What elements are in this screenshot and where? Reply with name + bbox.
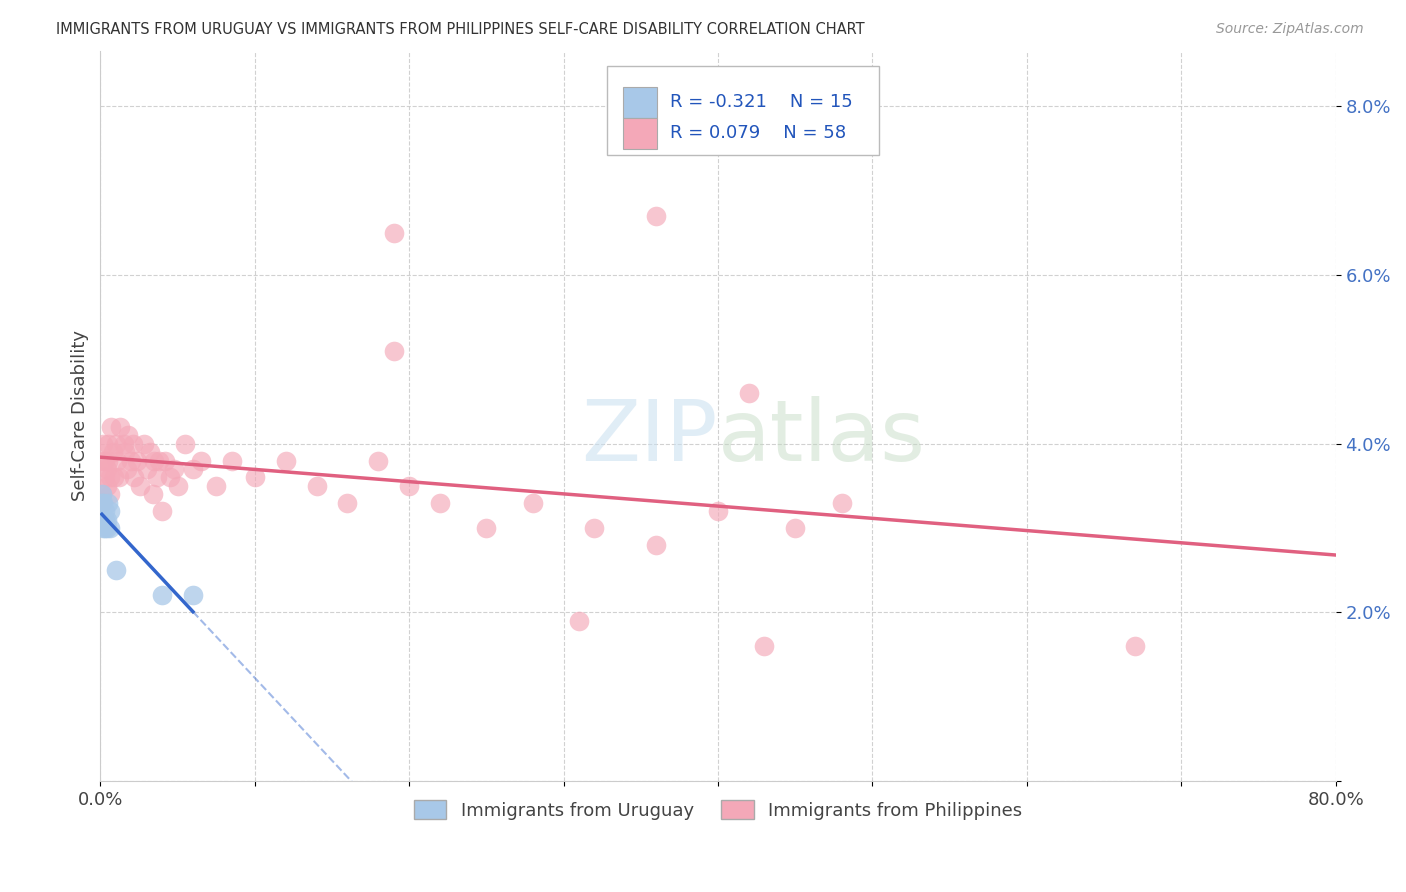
Point	[96, 479, 118, 493]
Point	[98, 521, 121, 535]
Point	[163, 462, 186, 476]
Point	[382, 343, 405, 358]
Point	[139, 445, 162, 459]
Bar	[623, 87, 658, 118]
Point	[159, 470, 181, 484]
Point	[583, 521, 606, 535]
Point	[707, 504, 730, 518]
Text: IMMIGRANTS FROM URUGUAY VS IMMIGRANTS FROM PHILIPPINES SELF-CARE DISABILITY CORR: IMMIGRANTS FROM URUGUAY VS IMMIGRANTS FR…	[56, 22, 865, 37]
Point	[398, 479, 420, 493]
Point	[367, 453, 389, 467]
Point	[90, 496, 112, 510]
Point	[429, 496, 451, 510]
Bar	[623, 118, 658, 149]
Point	[112, 436, 135, 450]
Point	[181, 589, 204, 603]
Point	[150, 589, 173, 603]
Point	[754, 639, 776, 653]
Text: atlas: atlas	[718, 396, 927, 479]
Point	[146, 470, 169, 484]
Point	[97, 436, 120, 450]
Point	[568, 614, 591, 628]
Y-axis label: Self-Care Disability: Self-Care Disability	[72, 330, 89, 501]
Point	[94, 512, 117, 526]
Point	[645, 538, 668, 552]
Point	[243, 470, 266, 484]
Point	[135, 462, 157, 476]
Point	[785, 521, 807, 535]
Point	[150, 504, 173, 518]
Text: Source: ZipAtlas.com: Source: ZipAtlas.com	[1216, 22, 1364, 37]
Legend: Immigrants from Uruguay, Immigrants from Philippines: Immigrants from Uruguay, Immigrants from…	[406, 793, 1029, 827]
Point	[174, 436, 197, 450]
Point	[305, 479, 328, 493]
Point	[382, 226, 405, 240]
Point	[738, 386, 761, 401]
Point	[97, 496, 120, 510]
Text: R = 0.079    N = 58: R = 0.079 N = 58	[669, 125, 846, 143]
Point	[103, 470, 125, 484]
Point	[831, 496, 853, 510]
Point	[94, 470, 117, 484]
Point	[336, 496, 359, 510]
Text: R = -0.321    N = 15: R = -0.321 N = 15	[669, 94, 852, 112]
Point	[98, 504, 121, 518]
Point	[522, 496, 544, 510]
Point	[98, 487, 121, 501]
Point	[110, 419, 132, 434]
Point	[143, 453, 166, 467]
Point	[104, 563, 127, 577]
Point	[148, 453, 170, 467]
Point	[100, 419, 122, 434]
Point	[101, 445, 124, 459]
Point	[166, 479, 188, 493]
Point	[94, 504, 117, 518]
Point	[90, 496, 112, 510]
Point	[127, 453, 149, 467]
Text: ZIP: ZIP	[582, 396, 718, 479]
Point	[96, 512, 118, 526]
Point	[274, 453, 297, 467]
Point	[93, 436, 115, 450]
Point	[1123, 639, 1146, 653]
Point	[93, 496, 115, 510]
Point	[121, 436, 143, 450]
Point	[93, 521, 115, 535]
Point	[132, 436, 155, 450]
Point	[98, 470, 121, 484]
Point	[114, 445, 136, 459]
Point	[115, 462, 138, 476]
Point	[221, 453, 243, 467]
Point	[117, 428, 139, 442]
Point	[190, 453, 212, 467]
Point	[108, 470, 131, 484]
Point	[104, 436, 127, 450]
Point	[94, 453, 117, 467]
Point	[90, 487, 112, 501]
Point	[181, 462, 204, 476]
Point	[645, 209, 668, 223]
Point	[124, 470, 146, 484]
Point	[205, 479, 228, 493]
Point	[90, 487, 112, 501]
Point	[96, 521, 118, 535]
FancyBboxPatch shape	[607, 66, 879, 155]
Point	[475, 521, 498, 535]
Point	[153, 453, 176, 467]
Point	[129, 479, 152, 493]
Point	[94, 521, 117, 535]
Point	[96, 462, 118, 476]
Point	[93, 453, 115, 467]
Point	[105, 453, 128, 467]
Point	[97, 453, 120, 467]
Point	[142, 487, 165, 501]
Point	[120, 453, 142, 467]
